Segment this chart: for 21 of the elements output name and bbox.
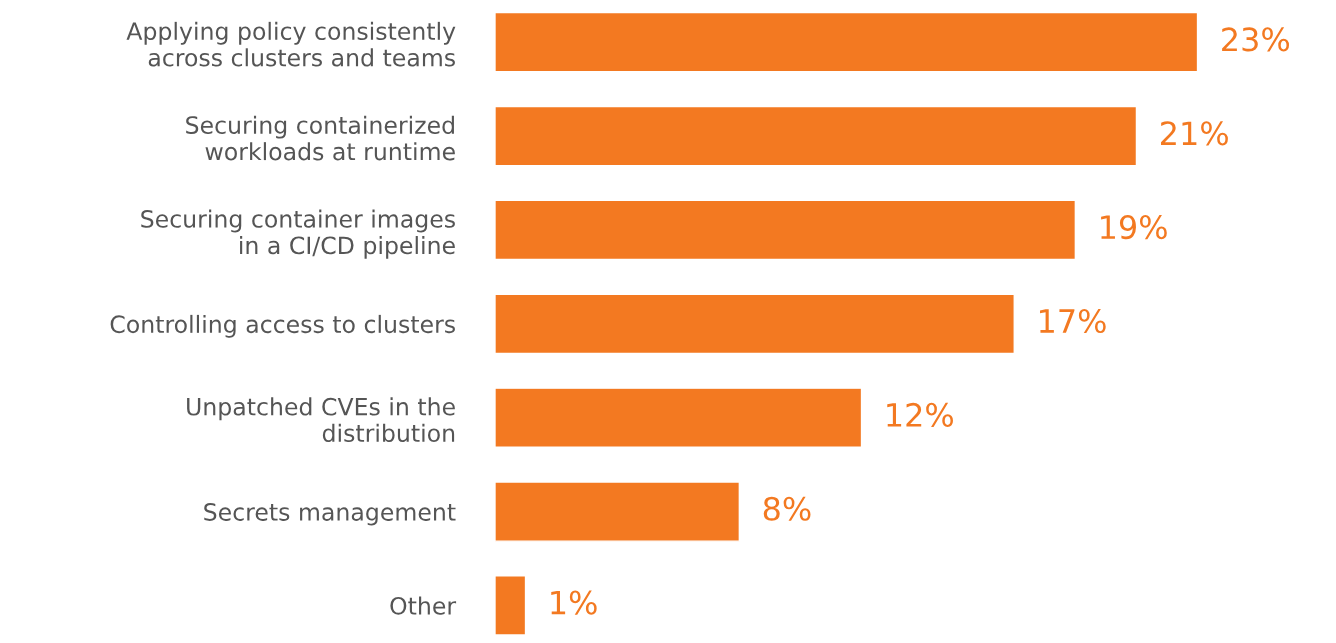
- y-tick-label: Other: [390, 596, 457, 615]
- data-label: 8%: [763, 496, 811, 521]
- bar: [494, 293, 1015, 355]
- bar: [494, 575, 527, 636]
- data-label: 12%: [887, 402, 953, 427]
- bar: [494, 105, 1138, 167]
- data-label: 23%: [1222, 27, 1289, 52]
- data-label: 21%: [1161, 121, 1228, 146]
- y-tick-label: Controlling access to clusters: [110, 314, 455, 338]
- data-label: 1%: [551, 590, 597, 615]
- bar: [494, 481, 741, 542]
- y-tick-label: Securing containerized workloads at runtime: [186, 115, 455, 161]
- bar: [494, 387, 863, 448]
- bar: [494, 199, 1077, 261]
- data-label: 17%: [1040, 308, 1106, 334]
- y-tick-label: Applying policy consistently across clusters and teams: [126, 21, 456, 67]
- data-label: 19%: [1101, 215, 1167, 240]
- bar: [494, 11, 1199, 73]
- y-tick-label: Secrets management: [204, 503, 456, 526]
- y-tick-label: Securing container images in a CI/CD pipeline: [141, 209, 455, 259]
- y-tick-label: Unpatched CVEs in the distribution: [187, 397, 455, 443]
